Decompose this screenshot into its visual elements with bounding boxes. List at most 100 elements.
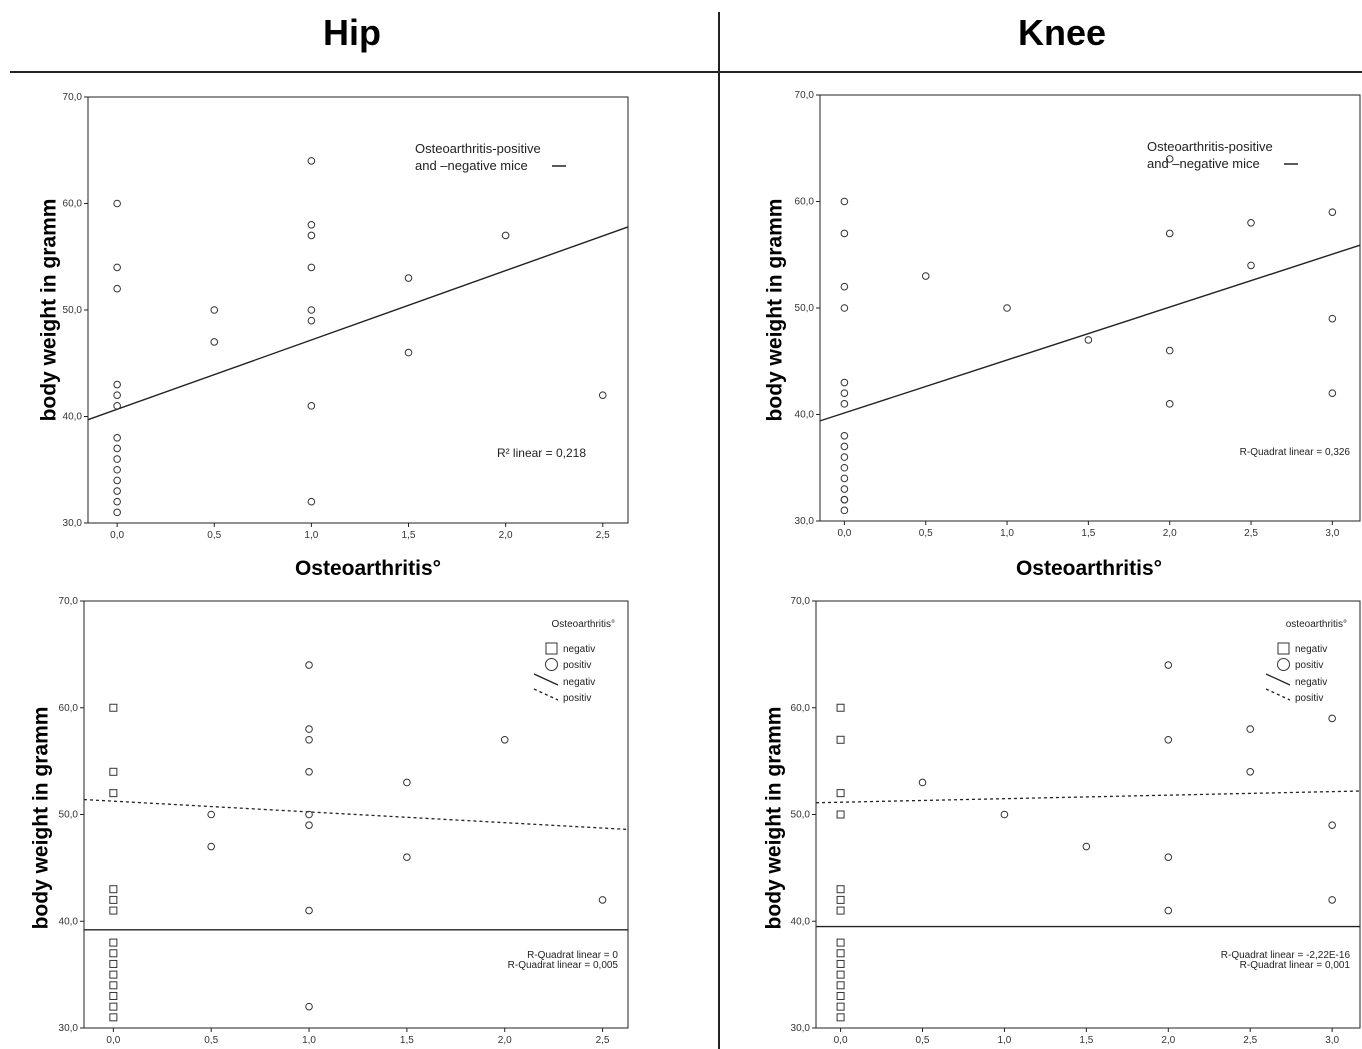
circle-point <box>1003 304 1011 312</box>
y-tick-label: 40,0 <box>795 410 815 421</box>
x-tick-label: 2,5 <box>1244 528 1258 539</box>
circle-point <box>1247 219 1255 227</box>
circle-point <box>1165 155 1174 163</box>
circle-point <box>840 389 849 398</box>
circle-point <box>305 1002 313 1011</box>
square-point <box>836 703 845 712</box>
circle-point <box>113 487 121 495</box>
circle-point <box>1328 208 1337 216</box>
x-tick-label: 1,5 <box>1081 528 1095 539</box>
r-squared-label: R-Quadrat linear = -2,22E-16 <box>1221 950 1351 961</box>
circle-point <box>404 274 413 282</box>
circle-point <box>307 497 316 506</box>
square-point <box>109 906 118 915</box>
circle-point <box>307 306 316 314</box>
circle-point <box>1165 229 1174 238</box>
y-axis-title: body weight in gramm <box>763 707 786 930</box>
square-point <box>109 970 118 979</box>
square-point <box>109 885 118 894</box>
square-point <box>836 949 845 958</box>
square-point <box>836 1013 845 1022</box>
fit-line-dotted <box>83 798 629 831</box>
y-tick-label: 30,0 <box>791 1023 811 1034</box>
x-tick-label: 1,0 <box>302 1035 316 1046</box>
legend-circle-swatch <box>545 658 558 671</box>
circle-point <box>113 199 121 208</box>
square-point <box>109 895 118 904</box>
circle-point <box>598 896 607 904</box>
legend-item-label: negativ <box>563 644 595 655</box>
x-tick-label: 0,0 <box>834 1035 848 1046</box>
circle-point <box>840 432 849 440</box>
r-squared-label: R² linear = 0,218 <box>497 446 586 460</box>
circle-point <box>210 338 219 346</box>
circle-point <box>404 348 413 357</box>
x-tick-label: 0,5 <box>916 1035 930 1046</box>
circle-point <box>1165 346 1174 355</box>
circle-point <box>113 402 121 410</box>
square-point <box>109 767 118 776</box>
legend-item-label: negativ <box>563 677 595 688</box>
square-point <box>836 906 845 915</box>
square-point <box>836 970 845 979</box>
legend-line-2: and –negative mice <box>1147 156 1260 171</box>
circle-point <box>307 316 316 325</box>
circle-point <box>305 735 313 744</box>
knee-column-title: Knee <box>1017 12 1107 53</box>
square-point <box>836 810 845 819</box>
x-axis-title: Osteoarthritis° <box>295 557 441 580</box>
x-tick-label: 2,5 <box>1243 1035 1257 1046</box>
legend-line-1: Osteoarthritis-positive <box>1147 139 1273 154</box>
circle-point <box>500 735 509 744</box>
circle-point <box>113 497 121 506</box>
circle-point <box>840 197 849 206</box>
x-tick-label: 0,5 <box>919 528 933 539</box>
circle-point <box>840 400 849 408</box>
square-point <box>109 981 118 990</box>
square-point <box>836 959 845 968</box>
circle-point <box>1164 853 1173 862</box>
fit-line-dotted <box>815 790 1361 804</box>
y-tick-label: 70,0 <box>791 596 811 607</box>
y-axis-title: body weight in gramm <box>38 199 61 422</box>
x-tick-label: 1,5 <box>402 530 416 541</box>
r-squared-label: R-Quadrat linear = 0,005 <box>508 960 619 971</box>
circle-point <box>921 272 930 280</box>
circle-point <box>840 282 849 291</box>
circle-point <box>1165 400 1174 408</box>
header-divider <box>10 71 1362 73</box>
y-axis-title: body weight in gramm <box>30 707 53 930</box>
circle-point <box>840 463 849 472</box>
circle-point <box>840 378 849 387</box>
x-tick-label: 2,0 <box>498 1035 512 1046</box>
legend-dotted-swatch <box>533 688 559 701</box>
circle-point <box>1328 896 1336 904</box>
legend-line-2: and –negative mice <box>415 158 528 173</box>
circle-point <box>1328 714 1336 723</box>
circle-point <box>403 853 411 862</box>
legend-item-label: positiv <box>563 660 591 671</box>
y-tick-label: 60,0 <box>791 703 811 714</box>
circle-point <box>113 380 121 389</box>
y-tick-label: 50,0 <box>59 810 79 821</box>
r-squared-label: R-Quadrat linear = 0 <box>527 950 618 961</box>
legend-item-label: positiv <box>1295 660 1323 671</box>
y-tick-label: 40,0 <box>59 916 79 927</box>
circle-point <box>840 485 849 493</box>
circle-point <box>113 391 121 400</box>
square-point <box>109 938 118 947</box>
circle-point <box>305 768 313 776</box>
circle-point <box>840 495 849 504</box>
y-tick-label: 70,0 <box>63 92 83 103</box>
y-tick-label: 30,0 <box>59 1023 79 1034</box>
legend-dotted-swatch <box>1265 688 1291 701</box>
y-tick-label: 60,0 <box>63 199 83 210</box>
x-tick-label: 2,0 <box>1161 1035 1175 1046</box>
circle-point <box>113 455 121 463</box>
circle-point <box>113 434 121 442</box>
y-tick-label: 30,0 <box>795 516 815 527</box>
y-tick-label: 60,0 <box>795 197 815 208</box>
